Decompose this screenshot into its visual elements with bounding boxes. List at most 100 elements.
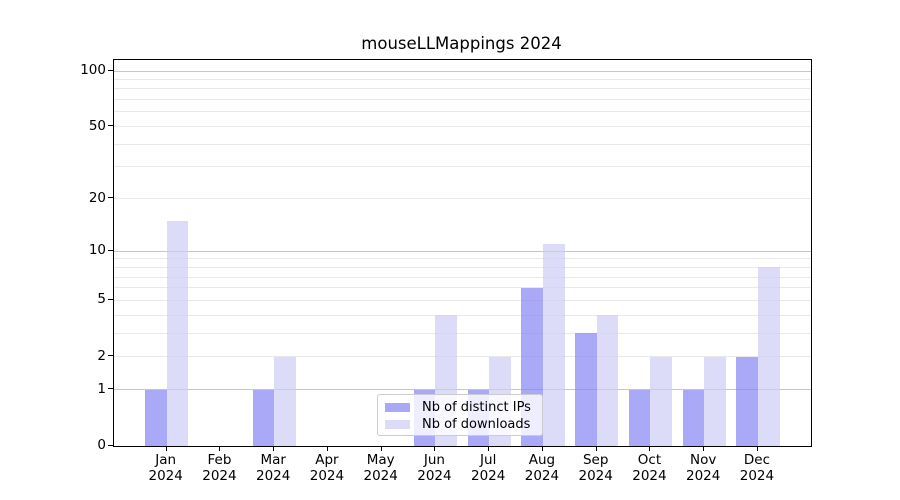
gridline-minor-90: [114, 78, 811, 80]
y-tick-label-100: 100: [80, 62, 106, 78]
bar-downloads-jan: [166, 220, 189, 446]
gridline-minor-7: [114, 276, 811, 278]
gridline-minor-80: [114, 88, 811, 90]
chart-title: mouseLLMappings 2024: [361, 34, 562, 53]
x-tick-year: 2024: [524, 467, 560, 484]
legend: Nb of distinct IPs Nb of downloads: [377, 394, 543, 436]
x-tick-month: Sep: [582, 452, 609, 468]
x-tick-month: May: [366, 452, 395, 468]
x-tick-year: 2024: [256, 467, 291, 484]
y-tick-mark-10: [108, 249, 113, 251]
x-tick-label-nov: Nov 2024: [673, 452, 733, 484]
x-tick-year: 2024: [632, 467, 667, 484]
x-tick-year: 2024: [471, 467, 506, 484]
x-tick-label-jul: Jul 2024: [458, 452, 518, 484]
x-tick-mark-feb: [219, 446, 221, 451]
x-tick-mark-dec: [756, 446, 758, 451]
x-tick-mark-may: [380, 446, 382, 451]
y-tick-mark-2: [108, 355, 113, 357]
bar-distinct-ips-dec: [736, 356, 758, 446]
gridline-minor-20: [114, 198, 811, 200]
x-tick-year: 2024: [309, 467, 345, 484]
gridline-minor-8: [114, 266, 811, 268]
x-tick-month: Oct: [637, 452, 662, 468]
x-tick-year: 2024: [739, 467, 775, 484]
gridline-minor-60: [114, 111, 811, 113]
bar-downloads-sep: [596, 315, 619, 446]
legend-item-downloads: Nb of downloads: [385, 416, 535, 433]
bar-downloads-aug: [542, 244, 565, 446]
x-tick-mark-jun: [434, 446, 436, 451]
legend-swatch-distinct-ips: [385, 403, 410, 412]
plot-area: [113, 59, 812, 447]
gridline-minor-4: [114, 314, 811, 316]
x-tick-mark-apr: [326, 446, 328, 451]
x-tick-label-mar: Mar 2024: [243, 452, 303, 484]
bar-distinct-ips-mar: [252, 389, 275, 446]
x-tick-year: 2024: [148, 467, 183, 484]
y-tick-label-10: 10: [88, 242, 106, 259]
x-tick-mark-nov: [703, 446, 705, 451]
x-tick-mark-aug: [541, 446, 543, 451]
x-tick-label-aug: Aug 2024: [512, 452, 572, 484]
y-tick-label-20: 20: [88, 189, 106, 206]
bar-downloads-oct: [650, 356, 673, 446]
legend-item-distinct-ips: Nb of distinct IPs: [385, 399, 535, 416]
x-tick-mark-jul: [488, 446, 490, 451]
bar-distinct-ips-sep: [575, 333, 597, 446]
x-tick-year: 2024: [578, 467, 613, 484]
y-tick-label-5: 5: [97, 291, 106, 308]
x-tick-month: Nov: [690, 452, 717, 468]
gridline-minor-5: [114, 299, 811, 301]
bar-distinct-ips-oct: [628, 389, 651, 446]
x-tick-mark-mar: [273, 446, 275, 451]
gridline-minor-9: [114, 258, 811, 260]
gridline-minor-2: [114, 356, 811, 358]
x-tick-label-oct: Oct 2024: [619, 452, 679, 484]
gridline-minor-3: [114, 332, 811, 334]
gridline-minor-6: [114, 287, 811, 289]
x-tick-month: Jul: [480, 452, 497, 468]
x-tick-mark-oct: [649, 446, 651, 451]
legend-swatch-downloads: [385, 420, 410, 429]
y-tick-label-0: 0: [97, 437, 106, 453]
legend-label-distinct-ips: Nb of distinct IPs: [422, 400, 531, 415]
x-tick-month: Dec: [743, 452, 770, 468]
x-tick-month: Jan: [155, 452, 177, 468]
y-tick-mark-5: [108, 298, 113, 300]
x-tick-month: Apr: [315, 452, 339, 468]
y-tick-mark-20: [108, 197, 113, 199]
x-tick-month: Mar: [260, 452, 286, 468]
x-tick-month: Jun: [423, 452, 445, 468]
x-tick-label-may: May 2024: [351, 452, 411, 484]
y-tick-label-1: 1: [97, 380, 106, 397]
x-tick-label-apr: Apr 2024: [297, 452, 357, 484]
y-tick-label-2: 2: [97, 347, 106, 364]
x-tick-mark-sep: [595, 446, 597, 451]
x-tick-year: 2024: [686, 467, 721, 484]
legend-label-downloads: Nb of downloads: [422, 417, 531, 432]
y-tick-mark-50: [108, 125, 113, 127]
gridline-major-1: [114, 389, 811, 391]
x-tick-label-sep: Sep 2024: [566, 452, 626, 484]
x-tick-mark-jan: [165, 446, 167, 451]
x-tick-year: 2024: [417, 467, 452, 484]
x-tick-month: Feb: [207, 452, 232, 468]
x-tick-year: 2024: [363, 467, 398, 484]
bar-downloads-mar: [274, 356, 296, 446]
y-tick-mark-1: [108, 388, 113, 390]
gridline-minor-50: [114, 126, 811, 128]
bar-downloads-dec: [757, 267, 780, 446]
x-tick-label-dec: Dec 2024: [727, 452, 787, 484]
x-tick-label-feb: Feb 2024: [189, 452, 249, 484]
x-tick-year: 2024: [202, 467, 237, 484]
x-tick-label-jun: Jun 2024: [404, 452, 464, 484]
bar-downloads-nov: [704, 356, 726, 446]
y-tick-mark-0: [108, 444, 113, 446]
gridline-minor-40: [114, 143, 811, 145]
gridline-major-10: [114, 250, 811, 252]
bar-distinct-ips-jan: [145, 389, 167, 446]
gridline-minor-30: [114, 166, 811, 168]
gridline-minor-70: [114, 99, 811, 101]
